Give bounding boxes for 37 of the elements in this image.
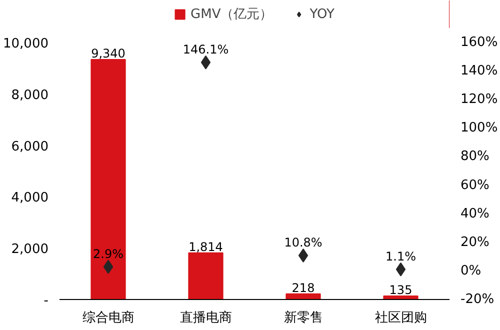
legend-label: YOY <box>310 6 334 22</box>
y2-tick-label: 100% <box>460 120 498 136</box>
x-tick-label: 综合电商 <box>82 310 134 326</box>
x-tick-label: 新零售 <box>284 310 323 326</box>
bar <box>188 252 224 300</box>
data-label: 2.9% <box>93 246 124 261</box>
y-tick-label: 6,000 <box>11 139 48 154</box>
x-tick-label: 直播电商 <box>180 310 232 326</box>
y-tick-label: 2,000 <box>11 242 48 258</box>
y-tick-label: 10,000 <box>3 36 49 52</box>
y2-tick-label: 0% <box>460 263 482 278</box>
y2-tick-label: 60% <box>460 178 490 193</box>
legend-label: GMV（亿元） <box>190 6 273 23</box>
y2-tick-label: 160% <box>460 35 498 50</box>
point <box>200 55 211 70</box>
bar <box>286 293 321 300</box>
point <box>396 262 406 276</box>
y2-tick-label: 140% <box>460 64 498 79</box>
y2-tick-label: 40% <box>460 206 490 222</box>
data-label: 10.8% <box>284 236 322 250</box>
bar <box>90 58 126 300</box>
x-tick-label: 社区团购 <box>374 310 427 326</box>
y2-tick-label: 20% <box>460 234 490 250</box>
data-label: 135 <box>389 283 412 298</box>
point <box>103 260 114 274</box>
data-label: 9,340 <box>91 46 126 60</box>
data-label: 146.1% <box>182 42 229 56</box>
y-tick-label: - <box>44 294 49 308</box>
y-tick-label: 8,000 <box>11 88 48 103</box>
y2-tick-label: 80% <box>460 149 490 164</box>
data-label: 1.1% <box>386 249 416 264</box>
point <box>298 248 308 263</box>
y2-tick-label: 120% <box>460 92 498 108</box>
data-label: 1,814 <box>188 240 223 254</box>
data-label: 218 <box>292 280 315 295</box>
y-tick-label: 4,000 <box>11 190 48 206</box>
y2-tick-label: -20% <box>460 292 494 307</box>
